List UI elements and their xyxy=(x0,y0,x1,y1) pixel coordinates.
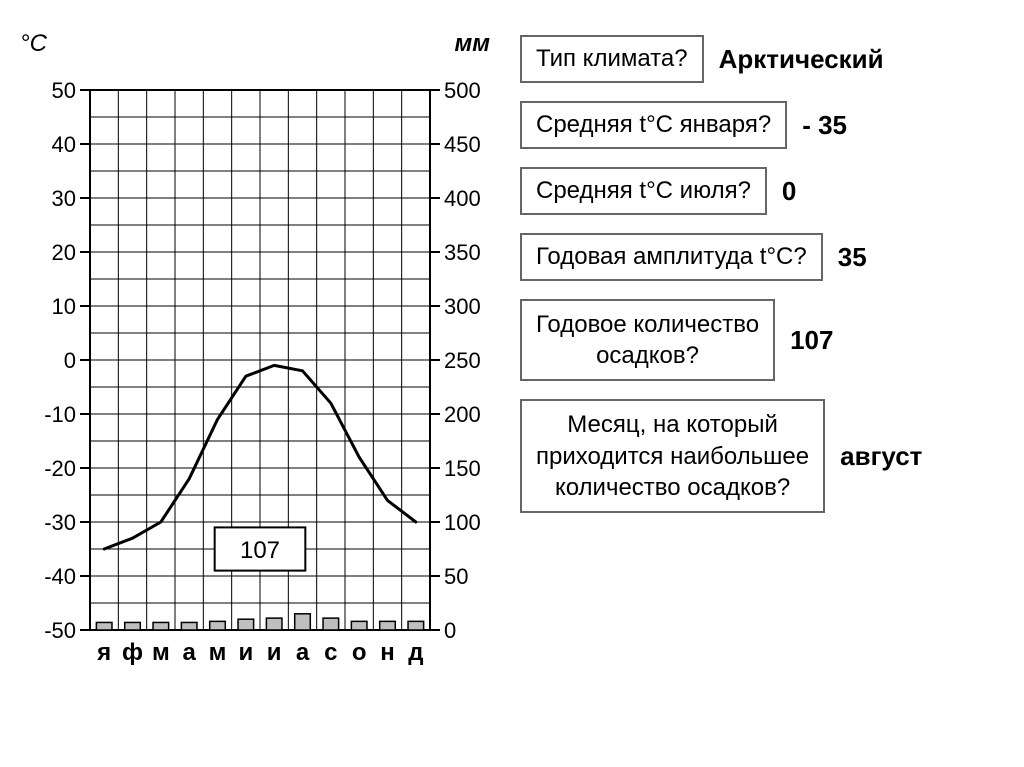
precip-bar xyxy=(153,622,169,630)
month-label: м xyxy=(209,639,227,666)
answer-text: август xyxy=(840,441,922,472)
qa-row: Годовая амплитуда t°C? 35 xyxy=(520,233,1004,281)
svg-text:300: 300 xyxy=(444,294,481,319)
month-label: а xyxy=(182,639,196,666)
question-box: Годовая амплитуда t°C? xyxy=(520,233,823,281)
svg-text:250: 250 xyxy=(444,348,481,373)
svg-text:400: 400 xyxy=(444,186,481,211)
qa-row: Средняя t°C января? - 35 xyxy=(520,101,1004,149)
svg-text:100: 100 xyxy=(444,510,481,535)
left-axis-label: °C xyxy=(20,30,47,58)
month-label: ф xyxy=(122,639,143,666)
month-label: я xyxy=(96,639,111,666)
answer-text: - 35 xyxy=(802,110,847,141)
month-label: и xyxy=(238,639,253,666)
svg-text:20: 20 xyxy=(52,240,76,265)
precip-bar xyxy=(380,621,396,630)
month-label: н xyxy=(380,639,395,666)
precip-bar xyxy=(238,619,254,630)
answer-text: 107 xyxy=(790,325,833,356)
precip-bar xyxy=(351,621,367,630)
question-box: Годовое количествоосадков? xyxy=(520,299,775,381)
svg-text:0: 0 xyxy=(444,618,456,643)
svg-text:-30: -30 xyxy=(44,510,76,535)
svg-text:10: 10 xyxy=(52,294,76,319)
svg-text:-50: -50 xyxy=(44,618,76,643)
month-label: о xyxy=(352,639,367,666)
qa-row: Месяц, на которыйприходится наибольшееко… xyxy=(520,399,1004,513)
svg-text:50: 50 xyxy=(52,78,76,103)
month-label: и xyxy=(267,639,282,666)
precip-bar xyxy=(408,621,424,630)
svg-text:150: 150 xyxy=(444,456,481,481)
svg-text:50: 50 xyxy=(444,564,468,589)
month-label: м xyxy=(152,639,170,666)
right-axis-label: мм xyxy=(454,30,490,58)
questions-panel: Тип климата? Арктический Средняя t°C январ… xyxy=(520,30,1004,710)
svg-text:-10: -10 xyxy=(44,402,76,427)
question-box: Месяц, на которыйприходится наибольшееко… xyxy=(520,399,825,513)
precip-bar xyxy=(323,618,339,630)
svg-text:30: 30 xyxy=(52,186,76,211)
answer-text: 0 xyxy=(782,176,796,207)
qa-row: Средняя t°C июля? 0 xyxy=(520,167,1004,215)
precip-bar xyxy=(181,622,197,630)
qa-row: Тип климата? Арктический xyxy=(520,35,1004,83)
svg-text:0: 0 xyxy=(64,348,76,373)
answer-text: Арктический xyxy=(719,44,884,75)
month-label: а xyxy=(296,639,310,666)
question-box: Средняя t°C января? xyxy=(520,101,787,149)
svg-text:500: 500 xyxy=(444,78,481,103)
precip-bar xyxy=(210,621,226,630)
svg-text:40: 40 xyxy=(52,132,76,157)
svg-text:450: 450 xyxy=(444,132,481,157)
svg-text:350: 350 xyxy=(444,240,481,265)
svg-text:-40: -40 xyxy=(44,564,76,589)
precip-bar xyxy=(295,614,311,630)
climate-chart: °C мм 50403020100-10-20-30-40-5050045040… xyxy=(20,30,500,710)
svg-text:-20: -20 xyxy=(44,456,76,481)
month-label: с xyxy=(324,639,337,666)
precip-total-label: 107 xyxy=(240,537,280,564)
precip-bar xyxy=(96,622,112,630)
precip-bar xyxy=(266,618,282,630)
precip-bar xyxy=(125,622,141,630)
chart-svg: 50403020100-10-20-30-40-5050045040035030… xyxy=(20,70,500,690)
qa-row: Годовое количествоосадков? 107 xyxy=(520,299,1004,381)
month-label: д xyxy=(408,639,423,666)
question-box: Средняя t°C июля? xyxy=(520,167,767,215)
answer-text: 35 xyxy=(838,242,867,273)
svg-text:200: 200 xyxy=(444,402,481,427)
question-box: Тип климата? xyxy=(520,35,704,83)
